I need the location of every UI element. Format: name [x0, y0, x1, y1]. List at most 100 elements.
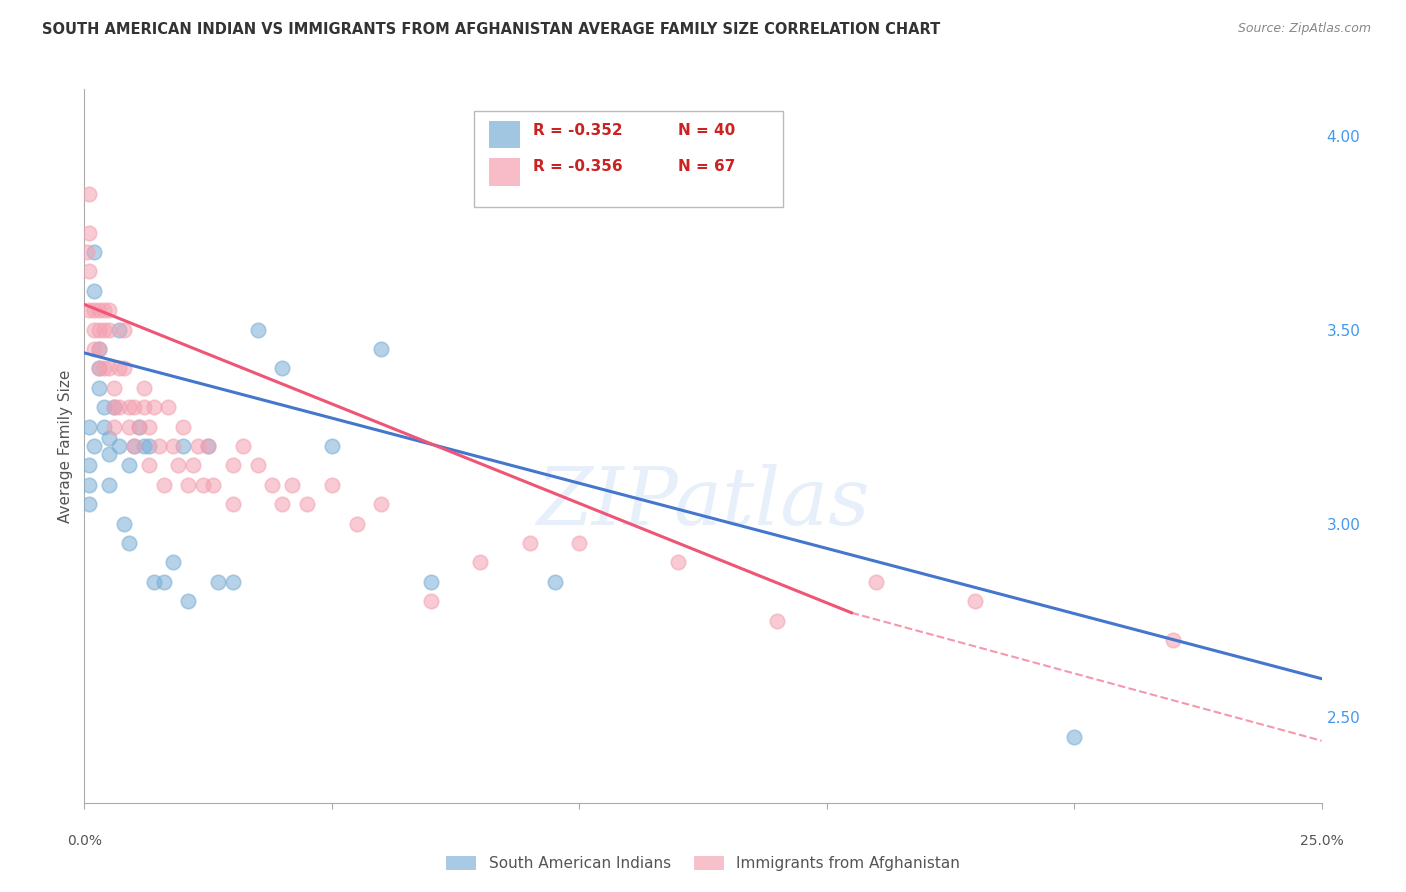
Point	[89, 361, 111, 376]
Point	[197, 439, 219, 453]
Point	[118, 401, 141, 415]
Point	[108, 361, 131, 376]
Legend: South American Indians, Immigrants from Afghanistan: South American Indians, Immigrants from …	[440, 849, 966, 877]
Point	[246, 458, 269, 473]
Point	[122, 401, 145, 415]
Point	[1063, 730, 1085, 744]
Point	[128, 419, 150, 434]
Point	[79, 264, 101, 278]
Point	[93, 361, 115, 376]
Point	[83, 342, 105, 356]
Point	[83, 439, 105, 453]
Text: N = 67: N = 67	[678, 159, 735, 174]
Point	[79, 226, 101, 240]
Point	[187, 439, 209, 453]
Point	[132, 401, 155, 415]
Point	[232, 439, 254, 453]
Point	[118, 458, 141, 473]
FancyBboxPatch shape	[474, 111, 783, 207]
Point	[98, 447, 121, 461]
Point	[79, 477, 101, 491]
Point	[865, 574, 887, 589]
Point	[419, 574, 441, 589]
Point	[157, 401, 180, 415]
Point	[79, 303, 101, 318]
Point	[112, 361, 135, 376]
Point	[142, 401, 165, 415]
Point	[132, 381, 155, 395]
Point	[766, 614, 789, 628]
Point	[138, 419, 160, 434]
Point	[172, 419, 194, 434]
Point	[103, 401, 125, 415]
Point	[543, 574, 565, 589]
Point	[103, 419, 125, 434]
Point	[568, 536, 591, 550]
Point	[83, 303, 105, 318]
Point	[93, 401, 115, 415]
Text: ZIPatlas: ZIPatlas	[536, 465, 870, 541]
Point	[93, 419, 115, 434]
Point	[118, 419, 141, 434]
Point	[271, 361, 294, 376]
Point	[177, 477, 200, 491]
Point	[419, 594, 441, 608]
Point	[79, 458, 101, 473]
Point	[89, 323, 111, 337]
Point	[83, 284, 105, 298]
Point	[191, 477, 214, 491]
Point	[112, 323, 135, 337]
Point	[222, 497, 245, 511]
Point	[281, 477, 304, 491]
Point	[93, 303, 115, 318]
Point	[202, 477, 225, 491]
Text: R = -0.356: R = -0.356	[533, 159, 623, 174]
Point	[89, 342, 111, 356]
Point	[207, 574, 229, 589]
Point	[132, 439, 155, 453]
Point	[197, 439, 219, 453]
Point	[1161, 632, 1184, 647]
Point	[295, 497, 318, 511]
Point	[167, 458, 190, 473]
Point	[118, 536, 141, 550]
Point	[965, 594, 987, 608]
Point	[152, 477, 174, 491]
Point	[79, 186, 101, 201]
Point	[138, 439, 160, 453]
Point	[89, 342, 111, 356]
Point	[246, 323, 269, 337]
Point	[128, 419, 150, 434]
Point	[122, 439, 145, 453]
Y-axis label: Average Family Size: Average Family Size	[58, 369, 73, 523]
FancyBboxPatch shape	[489, 120, 520, 148]
Point	[262, 477, 284, 491]
Text: 0.0%: 0.0%	[67, 834, 101, 848]
Point	[93, 323, 115, 337]
Point	[138, 458, 160, 473]
Point	[112, 516, 135, 531]
Point	[98, 361, 121, 376]
Point	[79, 497, 101, 511]
Point	[98, 431, 121, 445]
Point	[370, 342, 392, 356]
Point	[98, 323, 121, 337]
Point	[98, 477, 121, 491]
Point	[222, 574, 245, 589]
Point	[172, 439, 194, 453]
Text: SOUTH AMERICAN INDIAN VS IMMIGRANTS FROM AFGHANISTAN AVERAGE FAMILY SIZE CORRELA: SOUTH AMERICAN INDIAN VS IMMIGRANTS FROM…	[42, 22, 941, 37]
Point	[152, 574, 174, 589]
Point	[181, 458, 204, 473]
Text: 25.0%: 25.0%	[1299, 834, 1344, 848]
Point	[76, 245, 98, 260]
Point	[162, 439, 184, 453]
Point	[103, 381, 125, 395]
Point	[122, 439, 145, 453]
Point	[89, 381, 111, 395]
Text: Source: ZipAtlas.com: Source: ZipAtlas.com	[1237, 22, 1371, 36]
Point	[222, 458, 245, 473]
Point	[108, 439, 131, 453]
Point	[83, 245, 105, 260]
Point	[346, 516, 368, 531]
Point	[271, 497, 294, 511]
